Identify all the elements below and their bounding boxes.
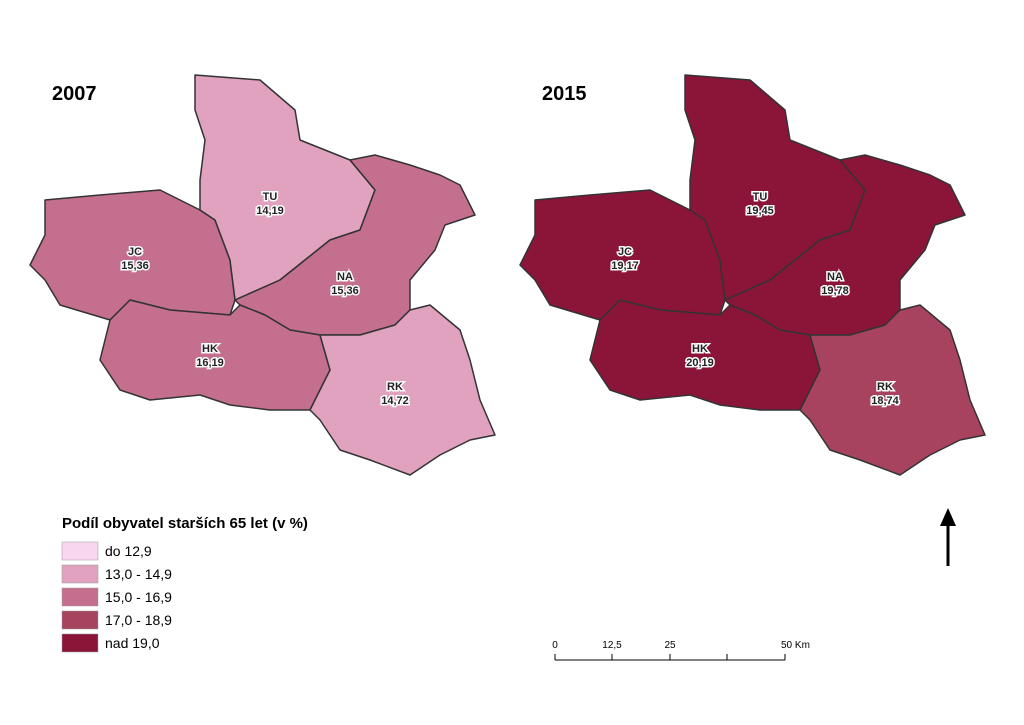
region-value: 19,17 <box>611 260 639 272</box>
region-value: 16,19 <box>196 357 224 369</box>
map: 2007 JC 15,36 TU 14,19 NA 15,36 HK 16,19 RK 14,72 <box>29 74 496 476</box>
legend-label: nad 19,0 <box>105 635 160 651</box>
region-code: TU <box>753 191 768 203</box>
region-value: 20,19 <box>686 357 714 369</box>
map: 2015 JC 19,17 TU 19,45 NA 19,78 HK 20,19 RK 18,74 <box>519 74 986 476</box>
legend-title: Podíl obyvatel starších 65 let (v %) <box>62 515 308 532</box>
region-code: NA <box>337 271 353 283</box>
legend-label: 15,0 - 16,9 <box>105 589 172 605</box>
region <box>309 304 496 476</box>
region-value: 14,72 <box>381 395 409 407</box>
region-value: 18,74 <box>871 395 899 407</box>
legend-label: 17,0 - 18,9 <box>105 612 172 628</box>
legend-swatch <box>61 587 99 607</box>
north-arrow-head <box>940 508 956 526</box>
scale-label: 25 <box>664 640 676 651</box>
legend-swatch <box>61 541 99 561</box>
region-value: 15,36 <box>121 260 149 272</box>
legend-label: 13,0 - 14,9 <box>105 566 172 582</box>
region-code: HK <box>202 343 218 355</box>
region-value: 19,78 <box>821 285 849 297</box>
region-value: 15,36 <box>331 285 359 297</box>
region-code: RK <box>387 381 403 393</box>
region-value: 14,19 <box>256 205 284 217</box>
region <box>799 304 986 476</box>
legend-swatch <box>61 564 99 584</box>
region-code: JC <box>618 246 632 258</box>
region-code: RK <box>877 381 893 393</box>
region-code: TU <box>263 191 278 203</box>
region-code: HK <box>692 343 708 355</box>
map-title: 2007 <box>52 83 97 105</box>
legend-swatch <box>61 610 99 630</box>
region-value: 19,45 <box>746 205 774 217</box>
scale-label: 0 <box>552 640 558 651</box>
scale-label: 50 Km <box>781 640 810 651</box>
scale-label: 12,5 <box>602 640 622 651</box>
legend-swatch <box>61 633 99 653</box>
region-code: NA <box>827 271 843 283</box>
legend-label: do 12,9 <box>105 543 152 559</box>
region-code: JC <box>128 246 142 258</box>
map-title: 2015 <box>542 83 587 105</box>
